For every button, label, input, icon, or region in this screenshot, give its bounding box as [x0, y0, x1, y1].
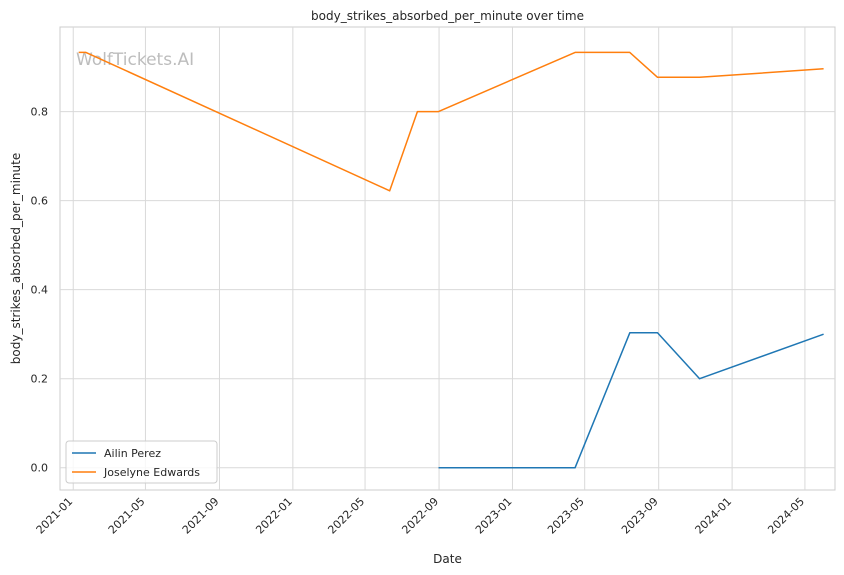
y-tick-label: 0.8	[31, 106, 49, 119]
watermark-text: WolfTickets.AI	[76, 50, 194, 70]
x-tick-label: 2022-01	[253, 495, 295, 537]
x-tick-label: 2024-01	[693, 495, 735, 537]
x-tick-label: 2023-09	[619, 495, 661, 537]
y-tick-label: 0.6	[31, 195, 49, 208]
series-line	[438, 332, 824, 469]
x-tick-label: 2022-09	[400, 495, 442, 537]
y-tick-label: 0.4	[31, 284, 49, 297]
x-axis-ticks: 2021-01 2021-05 2021-09 2022-01 2022-05 2022-…	[34, 495, 807, 537]
x-tick-label: 2022-05	[325, 495, 367, 537]
x-tick-label: 2023-01	[473, 495, 515, 537]
legend-label: Ailin Perez	[104, 447, 161, 460]
y-axis-ticks: 0.0 0.2 0.4 0.6 0.8	[31, 106, 49, 475]
y-tick-label: 0.0	[31, 462, 49, 475]
x-tick-label: 2024-05	[765, 495, 807, 537]
plot-background	[59, 26, 836, 491]
series-line	[78, 51, 824, 192]
chart-title: body_strikes_absorbed_per_minute over ti…	[311, 9, 584, 23]
y-tick-label: 0.2	[31, 373, 49, 386]
y-axis-label: body_strikes_absorbed_per_minute	[9, 153, 23, 364]
x-tick-label: 2023-05	[545, 495, 587, 537]
x-tick-label: 2021-09	[180, 495, 222, 537]
x-axis-label: Date	[433, 552, 462, 566]
series-layer	[78, 51, 824, 469]
x-tick-label: 2021-05	[106, 495, 148, 537]
x-tick-label: 2021-01	[34, 495, 76, 537]
legend-box	[65, 440, 218, 484]
legend-label: Joselyne Edwards	[103, 466, 200, 479]
legend: Ailin Perez Joselyne Edwards	[65, 440, 218, 484]
